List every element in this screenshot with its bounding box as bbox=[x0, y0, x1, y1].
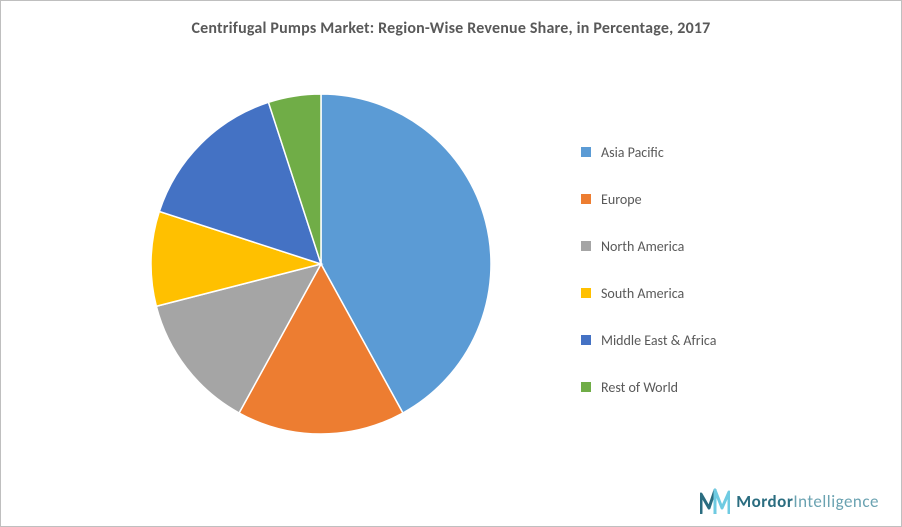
legend-label: North America bbox=[601, 238, 684, 255]
brand-logo-icon bbox=[700, 488, 730, 514]
chart-frame: Centrifugal Pumps Market: Region-Wise Re… bbox=[0, 0, 902, 527]
brand-light: Intelligence bbox=[793, 491, 879, 512]
legend-swatch bbox=[581, 382, 591, 392]
legend-item: Middle East & Africa bbox=[581, 332, 861, 349]
legend-label: South America bbox=[601, 285, 684, 302]
legend-swatch bbox=[581, 288, 591, 298]
legend-item: South America bbox=[581, 285, 861, 302]
legend-item: Rest of World bbox=[581, 379, 861, 396]
watermark: MordorIntelligence bbox=[700, 488, 879, 514]
pie-container bbox=[1, 61, 581, 466]
chart-area: Asia Pacific Europe North America South Ame… bbox=[1, 61, 901, 466]
legend-label: Middle East & Africa bbox=[601, 332, 716, 349]
legend-label: Rest of World bbox=[601, 379, 678, 396]
legend-item: Europe bbox=[581, 191, 861, 208]
brand-bold: Mordor bbox=[736, 491, 793, 512]
legend-item: Asia Pacific bbox=[581, 144, 861, 161]
legend-label: Asia Pacific bbox=[601, 144, 664, 161]
legend-label: Europe bbox=[601, 191, 642, 208]
legend-swatch bbox=[581, 335, 591, 345]
pie-chart bbox=[11, 64, 571, 464]
legend-swatch bbox=[581, 194, 591, 204]
brand-text: MordorIntelligence bbox=[736, 491, 879, 512]
chart-title: Centrifugal Pumps Market: Region-Wise Re… bbox=[1, 1, 901, 38]
legend-swatch bbox=[581, 147, 591, 157]
legend-swatch bbox=[581, 241, 591, 251]
legend: Asia Pacific Europe North America South Ame… bbox=[581, 132, 901, 396]
legend-item: North America bbox=[581, 238, 861, 255]
